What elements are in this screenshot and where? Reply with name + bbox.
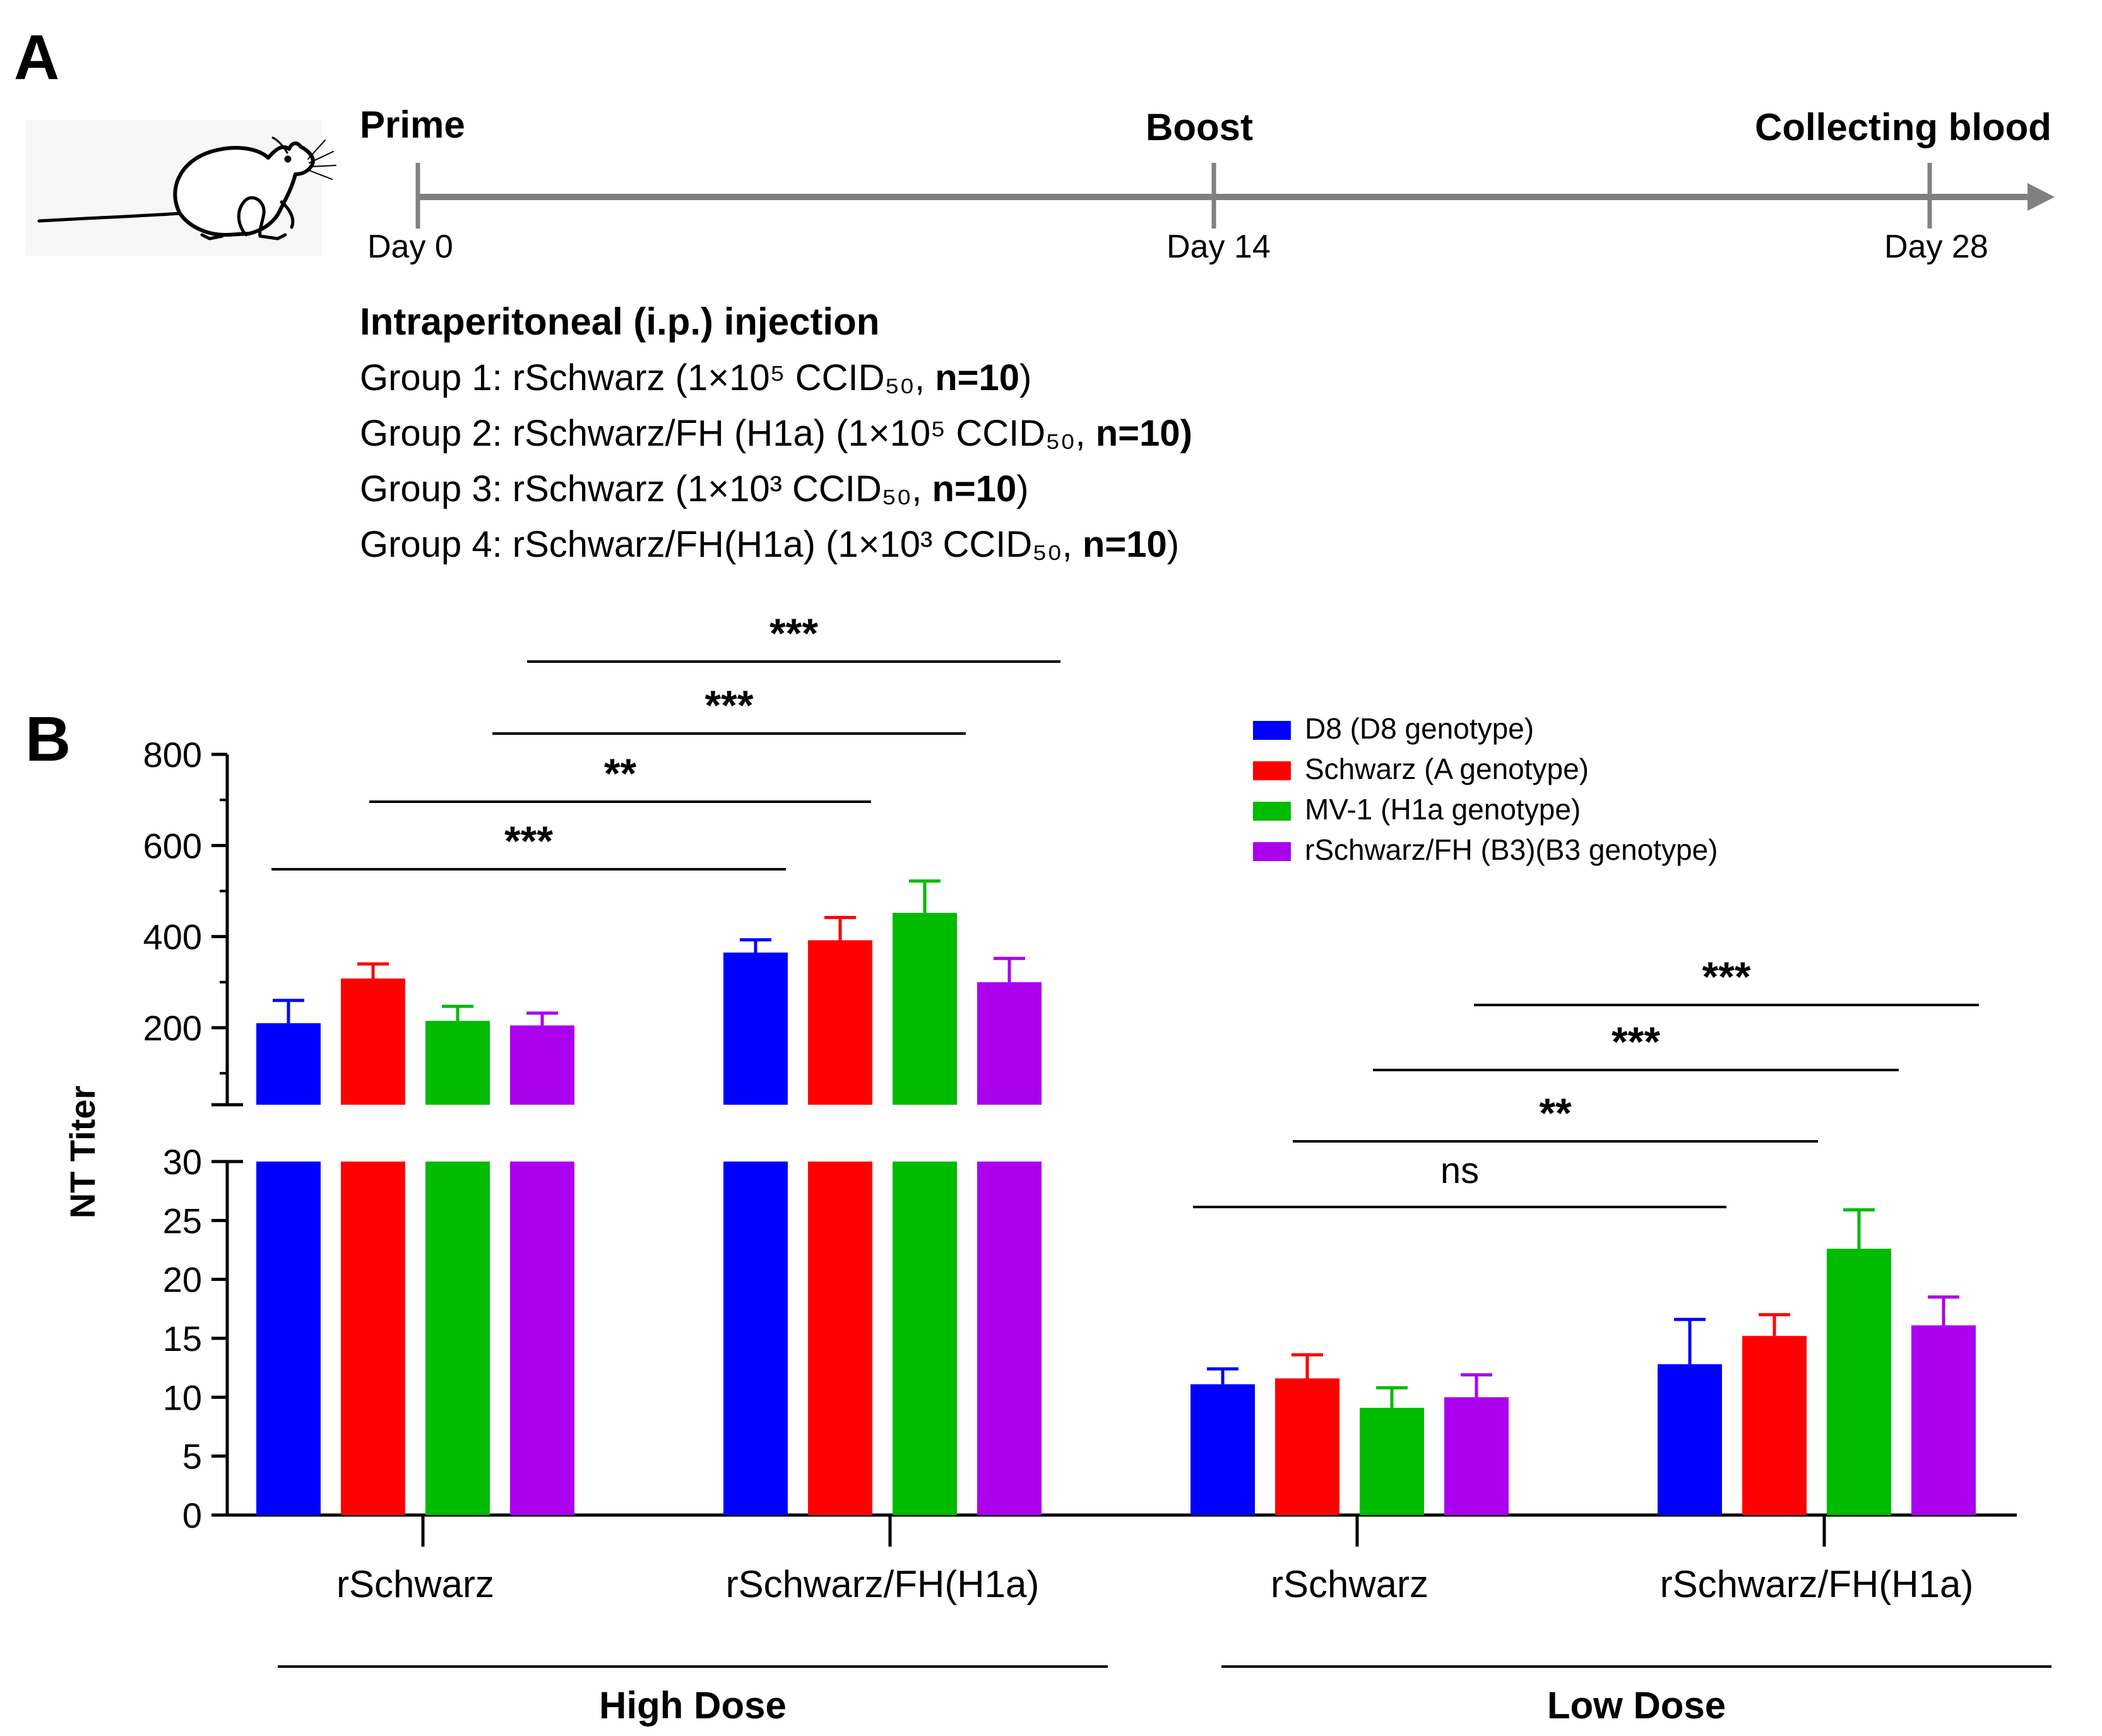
dose-group-label: High Dose (599, 1684, 787, 1727)
significance-label: *** (504, 817, 553, 864)
significance-label: *** (1612, 1018, 1660, 1065)
bar (1360, 1408, 1424, 1515)
significance-label: *** (704, 682, 753, 728)
y-tick-label: 200 (143, 1008, 202, 1048)
bar (425, 1021, 490, 1105)
bar-lower-segment (341, 1162, 405, 1515)
event-boost: Boost (1146, 106, 1253, 148)
group-4-text: Group 4: rSchwarz/FH(H1a) (1×10³ CCID₅₀,… (360, 524, 1179, 565)
bar (1444, 1397, 1509, 1515)
panel-b-label: B (25, 704, 71, 775)
injection-groups: Intraperitoneal (i.p.) injection Group 1… (360, 300, 1192, 565)
bar-lower-segment (893, 1162, 957, 1515)
x-category-label: rSchwarz/FH(H1a) (1660, 1563, 1974, 1605)
bar (1911, 1325, 1976, 1515)
bar (1827, 1249, 1891, 1515)
y-tick-label: 20 (163, 1260, 202, 1300)
bar (723, 952, 788, 1105)
y-tick-label: 30 (163, 1142, 202, 1182)
y-tick-label: 15 (163, 1319, 202, 1358)
legend-label: MV-1 (H1a genotype) (1305, 793, 1581, 826)
panel-a-label: A (14, 22, 59, 93)
timeline: Prime Boost Collecting blood Day 0 Day 1… (360, 104, 2055, 265)
bar (893, 913, 957, 1105)
mouse-illustration (25, 120, 336, 256)
y-axis-label: NT Titer (62, 1086, 102, 1219)
y-tick-label: 600 (143, 826, 202, 865)
bar (1275, 1378, 1339, 1515)
y-tick-label: 25 (163, 1201, 202, 1240)
legend-label: Schwarz (A genotype) (1305, 752, 1589, 785)
significance-label: *** (769, 610, 818, 657)
y-tick-label: 0 (182, 1495, 202, 1535)
bar (1742, 1336, 1807, 1515)
group-1-text: Group 1: rSchwarz (1×10⁵ CCID₅₀, n=10) (360, 357, 1031, 398)
bar (256, 1023, 321, 1105)
significance-label: *** (1702, 953, 1750, 1000)
day-14-label: Day 14 (1167, 229, 1271, 265)
y-tick-label: 5 (182, 1437, 202, 1477)
dose-group-label: Low Dose (1547, 1684, 1726, 1727)
significance-label: ns (1440, 1150, 1479, 1191)
y-tick-label: 800 (143, 735, 202, 775)
bar (510, 1025, 574, 1105)
day-0-label: Day 0 (367, 229, 453, 265)
bar (977, 982, 1042, 1105)
timeline-arrowhead (2028, 183, 2055, 211)
bar-lower-segment (425, 1162, 490, 1515)
bar (808, 940, 872, 1105)
legend-label: rSchwarz/FH (B3)(B3 genotype) (1305, 833, 1718, 866)
bar-lower-segment (977, 1162, 1042, 1515)
legend-swatch (1253, 842, 1291, 861)
bar-lower-segment (256, 1162, 321, 1515)
y-tick-label: 10 (163, 1377, 202, 1417)
legend-swatch (1253, 721, 1291, 740)
bar-lower-segment (723, 1162, 788, 1515)
y-tick-label: 400 (143, 917, 202, 957)
legend-label: D8 (D8 genotype) (1305, 712, 1534, 745)
group-2-text: Group 2: rSchwarz/FH (H1a) (1×10⁵ CCID₅₀… (360, 413, 1192, 454)
significance-label: ** (604, 750, 637, 797)
x-category-label: rSchwarz (1271, 1563, 1428, 1605)
x-category-label: rSchwarz/FH(H1a) (726, 1563, 1040, 1605)
group-3-text: Group 3: rSchwarz (1×10³ CCID₅₀, n=10) (360, 468, 1029, 509)
event-collecting-blood: Collecting blood (1755, 106, 2052, 148)
bar-lower-segment (808, 1162, 872, 1515)
bar (1658, 1364, 1722, 1515)
significance-label: ** (1539, 1090, 1572, 1136)
event-prime: Prime (360, 104, 465, 146)
x-category-label: rSchwarz (336, 1563, 494, 1605)
bar (1191, 1384, 1255, 1515)
bar-lower-segment (510, 1162, 574, 1515)
bar-chart: 0 5 10 15 20 25 30 200 400 600 800 NT Titer rSchwarz… (62, 610, 2052, 1727)
legend-swatch (1253, 802, 1291, 821)
bar (341, 978, 405, 1105)
injection-title: Intraperitoneal (i.p.) injection (360, 300, 879, 343)
legend-swatch (1253, 761, 1291, 780)
day-28-label: Day 28 (1884, 229, 1988, 265)
